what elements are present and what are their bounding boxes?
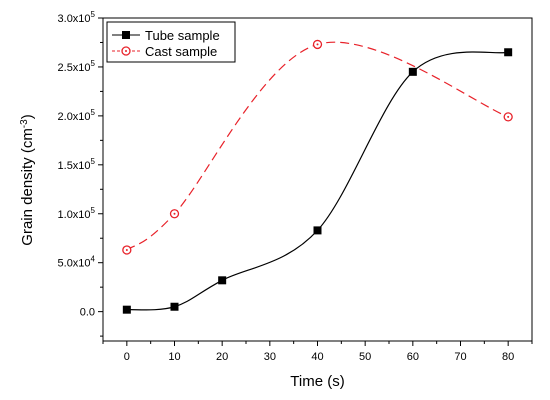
- y-tick-label: 2.0x105: [58, 108, 96, 123]
- series-lines: [126, 41, 509, 311]
- legend-box: [106, 21, 236, 63]
- y-tick-label: 2.5x105: [58, 59, 96, 74]
- y-tick-label: 5.0x104: [58, 255, 96, 270]
- series-line-1: [126, 41, 509, 251]
- y-axis-title-close: ): [19, 114, 36, 119]
- data-point: [408, 67, 417, 76]
- data-point-center: [125, 248, 128, 251]
- data-point: [313, 226, 322, 235]
- legend-marker-tube: [122, 31, 130, 39]
- x-tick-label: 60: [407, 351, 419, 363]
- y-tick-label: 0.0: [80, 307, 95, 319]
- legend-label-tube: Tube sample: [145, 28, 220, 43]
- x-tick-label: 10: [168, 351, 180, 363]
- legend-marker-cast-dot: [125, 50, 127, 52]
- x-tick-label: 70: [454, 351, 466, 363]
- x-tick-label: 50: [359, 351, 371, 363]
- data-point-center: [173, 212, 176, 215]
- y-tick-labels: 0.0 5.0x104 1.0x105 1.5x105 2.0x105 2.5x105 3.…: [58, 10, 96, 319]
- x-tick-labels: 0 10 20 30 40 50 60 70 80: [124, 351, 515, 363]
- plot-frame: [102, 17, 533, 342]
- series-markers: [122, 39, 513, 314]
- legend: Tube sample Cast sample: [106, 21, 236, 63]
- data-point-center: [316, 43, 319, 46]
- x-axis-title: Time (s): [290, 373, 344, 390]
- y-axis-title-main: Grain density (cm: [19, 128, 36, 246]
- axis-ticks: [98, 17, 533, 346]
- data-point: [218, 276, 227, 285]
- x-tick-label: 30: [264, 351, 276, 363]
- y-axis-title: Grain density (cm-3): [19, 114, 37, 245]
- x-tick-label: 80: [502, 351, 514, 363]
- y-tick-label: 3.0x105: [58, 10, 96, 25]
- x-tick-label: 40: [311, 351, 323, 363]
- x-tick-label: 0: [124, 351, 130, 363]
- data-point-center: [507, 115, 510, 118]
- legend-label-cast: Cast sample: [145, 44, 217, 59]
- y-axis-title-exponent: -3: [19, 119, 30, 128]
- y-tick-label: 1.5x105: [58, 157, 96, 172]
- data-point: [170, 302, 179, 311]
- x-tick-label: 20: [216, 351, 228, 363]
- series-line-0: [126, 51, 509, 311]
- data-point: [504, 48, 513, 57]
- y-tick-label: 1.0x105: [58, 206, 96, 221]
- data-point: [122, 305, 131, 314]
